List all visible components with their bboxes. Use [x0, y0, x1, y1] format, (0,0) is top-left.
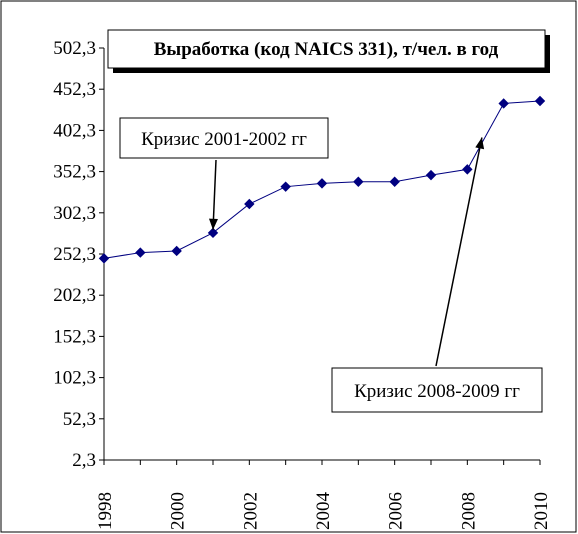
data-point [280, 181, 291, 192]
data-point [534, 95, 546, 107]
y-tick-label: 102,3 [53, 368, 96, 389]
data-point [244, 198, 255, 210]
data-point [171, 245, 182, 257]
y-tick-label: 52,3 [63, 409, 96, 430]
annotation-label: Кризис 2001-2002 гг [141, 129, 307, 150]
chart-title-box [107, 29, 546, 69]
x-tick-label: 2004 [313, 492, 334, 531]
data-point [389, 176, 400, 187]
data-point [207, 227, 219, 239]
y-tick-label: 302,3 [53, 203, 96, 224]
x-tick-label: 2002 [240, 492, 261, 530]
y-tick-label: 402,3 [53, 120, 96, 141]
data-point [353, 176, 364, 187]
x-tick-label: 2006 [386, 492, 407, 530]
chart-title-group: Выработка (код NAICS 331), т/чел. в год [107, 29, 550, 73]
data-point [425, 169, 437, 181]
y-tick-label: 2,3 [72, 450, 96, 471]
x-tick-label: 2000 [168, 492, 189, 530]
y-tick-label: 252,3 [53, 244, 96, 265]
y-tick-label: 202,3 [53, 285, 96, 306]
x-tick-label: 2008 [458, 492, 479, 530]
tick-labels: 2,3 52,3 102,3 152,3 202,3 252,3 302,3 352,3 402… [53, 38, 552, 530]
annotations: Кризис 2001-2002 гг Кризис 2008-2009 гг [119, 117, 543, 413]
annotation-label: Кризис 2008-2009 гг [354, 381, 520, 402]
annotation-box [331, 367, 543, 413]
data-point [498, 98, 509, 109]
x-tick-label: 2010 [531, 492, 552, 530]
data-point [135, 247, 146, 258]
y-tick-label: 502,3 [53, 38, 96, 59]
chart-title: Выработка (код NAICS 331), т/чел. в год [154, 39, 499, 60]
annotation-box [119, 117, 329, 159]
series [98, 95, 546, 264]
data-point [462, 164, 473, 175]
annotation-arrow-head [208, 218, 218, 230]
y-tick-label: 452,3 [53, 79, 96, 100]
data-point [98, 253, 110, 264]
annotation-arrow-head [475, 137, 485, 150]
annotation-arrow [435, 137, 483, 367]
y-tick-label: 352,3 [53, 162, 96, 183]
x-tick-label: 1998 [95, 492, 116, 530]
y-tick-label: 152,3 [53, 326, 96, 347]
annotation-arrow [212, 159, 217, 230]
data-point [316, 178, 328, 189]
